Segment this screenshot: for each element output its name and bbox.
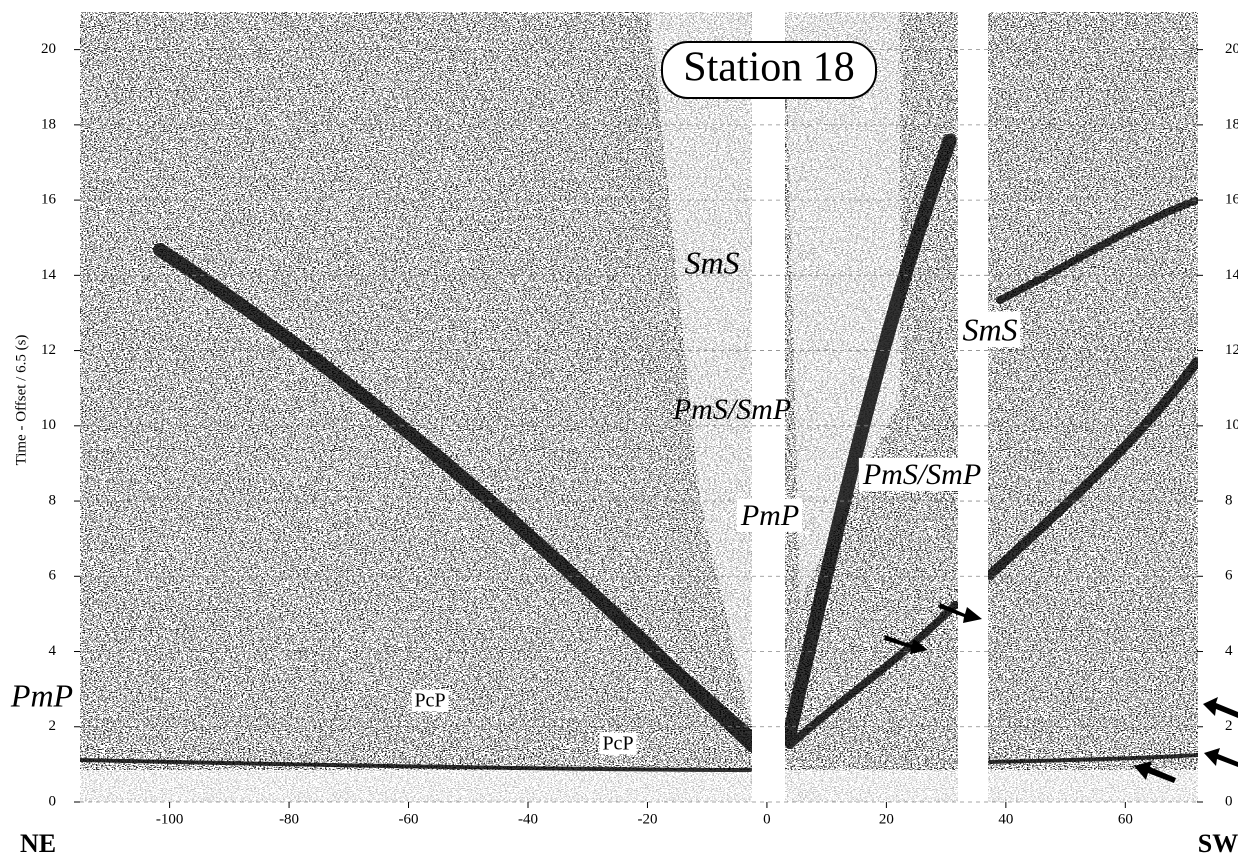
x-tick-label: 60 [1118, 811, 1133, 827]
y2-tick-label: 20 [1225, 41, 1238, 57]
x-tick-label: 40 [998, 811, 1013, 827]
y-tick-label: 14 [41, 267, 57, 283]
y2-tick-label: 8 [1225, 492, 1233, 508]
x-tick-label: 20 [879, 811, 894, 827]
x-tick-label: -80 [279, 811, 299, 827]
y-tick-label: 10 [41, 417, 56, 433]
annotation: SmS [684, 244, 739, 280]
chart-title: Station 18 [683, 45, 855, 91]
y2-tick-label: 6 [1225, 568, 1233, 584]
x-tick-label: -60 [399, 811, 419, 827]
y-tick-label: 20 [41, 41, 56, 57]
y-tick-label: 8 [49, 492, 57, 508]
y-axis-label: Time - Offset / 6.5 (s) [13, 335, 29, 466]
x-tick-label: -100 [156, 811, 184, 827]
y2-tick-label: 10 [1225, 417, 1238, 433]
x-tick-label: -40 [518, 811, 538, 827]
y-tick-label: 18 [41, 116, 56, 132]
y-tick-label: 6 [49, 568, 57, 584]
seismic-texture [80, 12, 1198, 810]
y-tick-label: 12 [41, 342, 56, 358]
annotation: PmP [740, 499, 799, 532]
annotation: SmS [962, 311, 1017, 347]
y2-tick-label: 12 [1225, 342, 1238, 358]
x-tick-label: 0 [763, 811, 771, 827]
y2-tick-label: 14 [1225, 267, 1238, 283]
y2-tick-label: 18 [1225, 116, 1238, 132]
y2-tick-label: 16 [1225, 192, 1238, 208]
annotation: PmS/SmP [672, 393, 791, 426]
y-tick-label: 16 [41, 192, 57, 208]
annotation: PmP [10, 677, 73, 713]
y2-tick-label: 2 [1225, 718, 1233, 734]
y-tick-label: 0 [49, 793, 57, 809]
y-tick-label: 2 [49, 718, 57, 734]
right-direction: SW [1198, 829, 1238, 858]
annotation: PmS/SmP [862, 458, 981, 491]
annotation: PcP [414, 690, 445, 712]
y-tick-label: 4 [49, 643, 57, 659]
x-tick-label: -20 [637, 811, 657, 827]
y2-tick-label: 0 [1225, 793, 1233, 809]
y2-tick-label: 4 [1225, 643, 1233, 659]
chart: 0 0 2 2 4 4 6 6 8 8 10 10 12 12 14 14 16 16 18 18 20 20 -100 -8… [0, 0, 1238, 859]
annotation: PcP [602, 733, 633, 755]
left-direction: NE [20, 829, 56, 858]
